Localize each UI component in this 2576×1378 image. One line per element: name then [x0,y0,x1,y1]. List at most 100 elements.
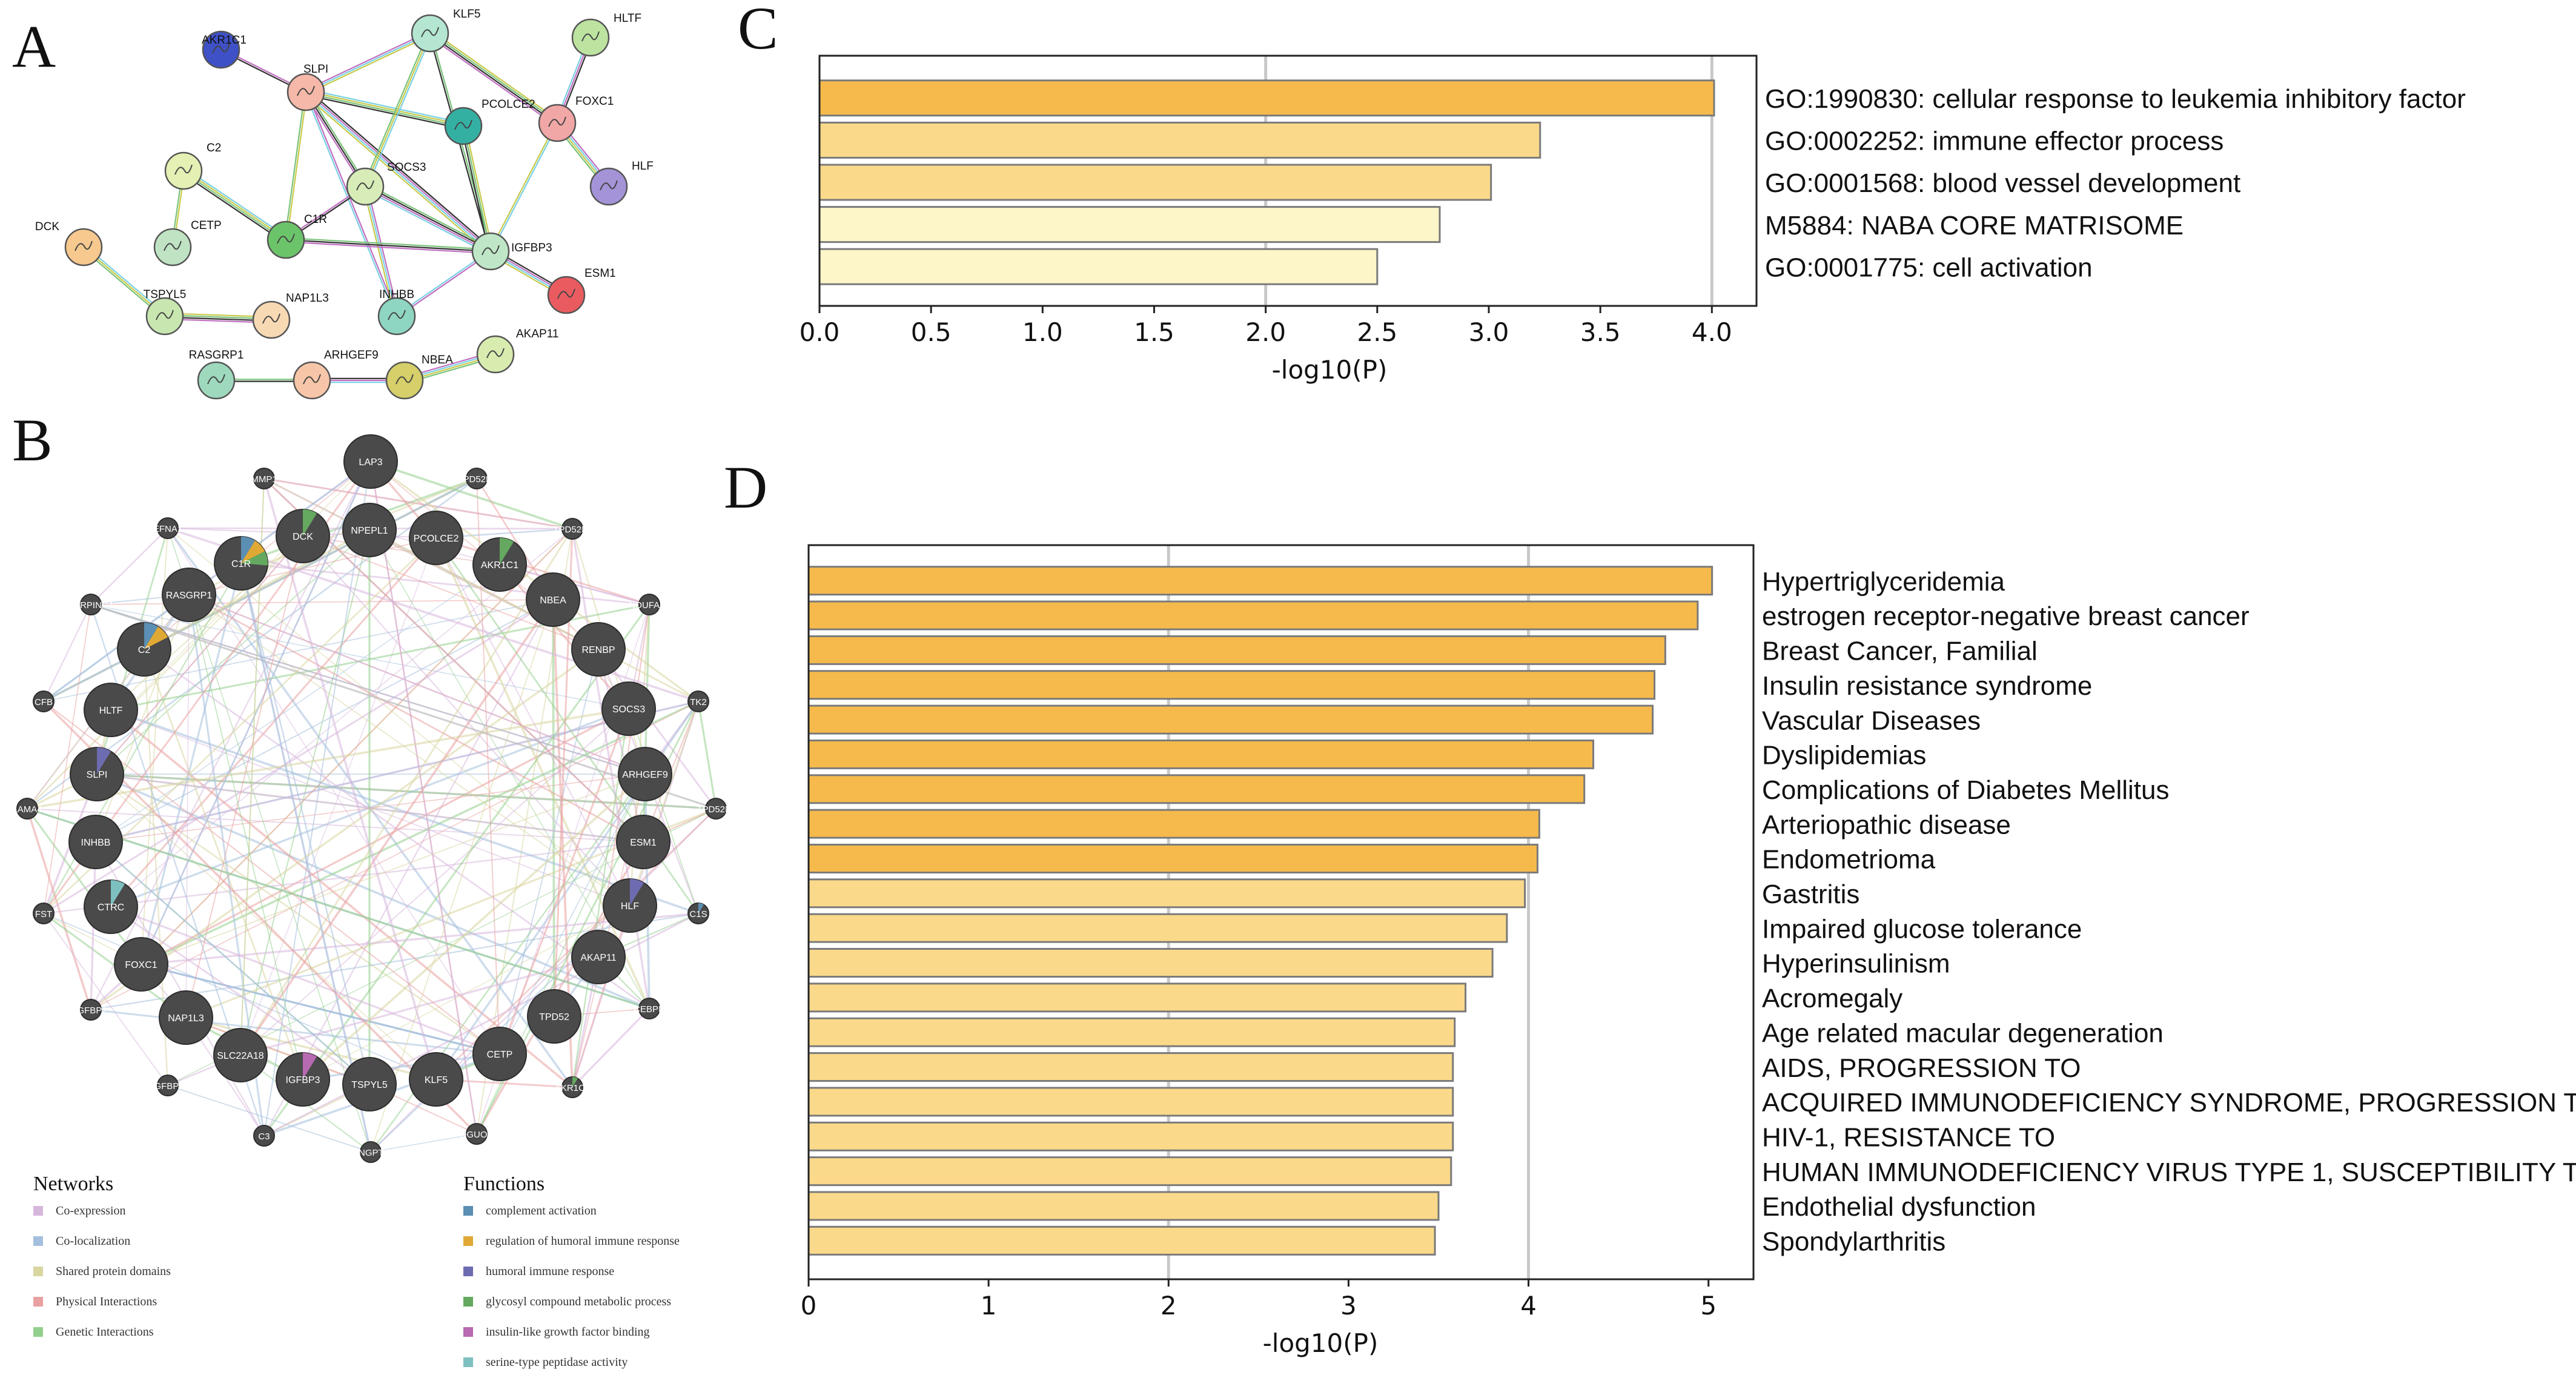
legend-function-insulin-like-growth-factor-binding: insulin-like growth factor binding [463,1325,650,1339]
genemania-node-slc22a18[interactable]: SLC22A18 [213,1028,268,1082]
bar-label: AIDS, PROGRESSION TO [1762,1053,2081,1083]
genemania-node-tspyl5[interactable]: TSPYL5 [342,1057,397,1111]
genemania-node-esm1[interactable]: ESM1 [616,815,670,869]
string-edge-strand [430,31,558,123]
legend-swatch [463,1357,473,1367]
genemania-node-pcolce2[interactable]: PCOLCE2 [409,511,463,565]
string-node-nbea[interactable]: NBEA [385,354,453,400]
string-node-igfbp3[interactable]: IGFBP3 [471,232,552,271]
string-node-label: KLF5 [453,8,480,21]
genemania-node-ctrc[interactable]: CTRC [84,879,138,934]
genemania-edge [110,537,437,908]
genemania-node-foxc1[interactable]: FOXC1 [114,937,168,992]
genemania-node-hlf[interactable]: HLF [603,878,657,933]
genemania-node-c2[interactable]: C2 [117,622,171,677]
string-node-nap1l3[interactable]: NAP1L3 [252,292,329,339]
protein-structure-icon [557,288,575,299]
bar-label: HUMAN IMMUNODEFICIENCY VIRUS TYPE 1, SUS… [1762,1158,2576,1187]
string-node-circle [252,300,291,339]
genemania-node-igfbp4[interactable]: IGFBP4 [151,1075,184,1096]
string-node-tspyl5[interactable]: TSPYL5 [144,288,187,336]
string-node-hltf[interactable]: HLTF [571,12,641,57]
legend-label: serine-type peptidase activity [486,1356,627,1369]
genemania-node-cetp[interactable]: CETP [472,1027,527,1081]
genemania-node-rasgrp1[interactable]: RASGRP1 [162,568,216,622]
string-edge-slpi-c1r [284,91,308,240]
genemania-node-nap1l3[interactable]: NAP1L3 [159,990,213,1045]
genemania-node-slpi[interactable]: SLPI [70,747,124,801]
string-node-esm1[interactable]: ESM1 [547,267,616,314]
string-node-pcolce2[interactable]: PCOLCE2 [444,98,535,145]
string-node-hlf[interactable]: HLF [589,160,654,206]
genemania-node-label: RASGRP1 [166,591,213,601]
genemania-node-cfb[interactable]: CFB [33,691,55,712]
protein-structure-icon [482,245,500,256]
x-tick-label: 2 [1161,1291,1177,1320]
genemania-node-socs3[interactable]: SOCS3 [601,681,656,736]
genemania-node-klf5[interactable]: KLF5 [409,1052,463,1107]
genemania-node-igfbp2[interactable]: IGFBP2 [74,999,107,1021]
genemania-node-label: PCOLCE2 [414,534,459,544]
genemania-node-label: NBEA [540,595,566,606]
genemania-node-label: AKAP11 [580,953,616,963]
genemania-node-arhgef9[interactable]: ARHGEF9 [618,747,672,801]
string-node-arhgef9[interactable]: ARHGEF9 [293,349,379,400]
genemania-node-lap3[interactable]: LAP3 [343,434,398,489]
bar-vascular-diseases [807,704,1654,735]
genemania-node-cebpd[interactable]: CEBPD [634,998,665,1019]
genemania-node-c1s[interactable]: C1S [687,903,709,924]
genemania-node-dck[interactable]: DCK [276,509,330,563]
genemania-node-nbea[interactable]: NBEA [526,572,580,627]
genemania-node-tk2[interactable]: TK2 [687,691,709,712]
genemania-node-c3[interactable]: C3 [253,1125,275,1147]
string-node-inhbb[interactable]: INHBB [377,288,416,336]
genemania-edge [43,604,91,914]
string-node-label: AKAP11 [516,328,558,340]
string-edge-strand [305,33,431,93]
genemania-node-circle [342,503,397,557]
genemania-node-tpd52l2[interactable]: TPD52L2 [697,798,735,820]
genemania-node-efna1[interactable]: EFNA1 [153,517,182,539]
string-node-cetp[interactable]: CETP [153,219,222,267]
genemania-node-tpd52l3[interactable]: TPD52L3 [457,468,496,489]
genemania-node-ndufa10[interactable]: NDUFA10 [629,594,670,615]
genemania-node-dguok[interactable]: DGUOK [460,1123,494,1145]
string-node-rasgrp1[interactable]: RASGRP1 [189,349,244,400]
genemania-node-inhbb[interactable]: INHBB [68,815,123,869]
string-node-slpi[interactable]: SLPI [286,63,328,111]
function-wedge [97,747,111,774]
genemania-node-serping1[interactable]: SERPING1 [68,594,114,615]
protein-structure-icon [277,233,295,244]
genemania-node-npepl1[interactable]: NPEPL1 [342,503,397,557]
genemania-node-angpt2[interactable]: ANGPT2 [353,1141,389,1163]
string-node-akap11[interactable]: AKAP11 [476,328,558,374]
string-node-klf5[interactable]: KLF5 [411,8,480,53]
string-edge-strand [366,183,492,250]
genemania-node-fst[interactable]: FST [33,903,55,924]
genemania-node-label: ARHGEF9 [622,770,668,780]
genemania-node-tpd52[interactable]: TPD52 [527,989,581,1044]
bar-acromegaly [807,982,1467,1013]
genemania-node-akr1c3[interactable]: AKR1C3 [555,1076,590,1098]
genemania-edge [110,528,573,907]
genemania-node-tpd52l1[interactable]: TPD52L1 [553,518,592,540]
string-node-dck[interactable]: DCK [35,220,103,267]
genemania-node-igfbp3[interactable]: IGFBP3 [276,1052,330,1107]
genemania-node-renbp[interactable]: RENBP [571,622,626,677]
string-node-c1r[interactable]: C1R [267,213,327,259]
legend-function-serine-type-peptidase-activity: serine-type peptidase activity [463,1356,627,1369]
function-wedge [572,1077,578,1087]
legend-label: glycosyl compound metabolic process [486,1295,671,1308]
legend-function-regulation-of-humoral-immune-response: regulation of humoral immune response [463,1234,680,1248]
string-node-circle [385,361,424,400]
genemania-node-akap11[interactable]: AKAP11 [571,930,626,984]
string-node-socs3[interactable]: SOCS3 [346,161,426,206]
string-node-foxc1[interactable]: FOXC1 [538,95,614,142]
genemania-node-hltf[interactable]: HLTF [84,683,138,737]
genemania-node-mmp1[interactable]: MMP1 [251,468,277,489]
string-node-c2[interactable]: C2 [164,142,221,190]
genemania-node-lama4[interactable]: LAMA4 [12,798,42,820]
genemania-node-akr1c1[interactable]: AKR1C1 [472,537,527,592]
genemania-node-c1r[interactable]: C1R [214,536,268,591]
string-node-akr1c1[interactable]: AKR1C1 [202,30,247,69]
